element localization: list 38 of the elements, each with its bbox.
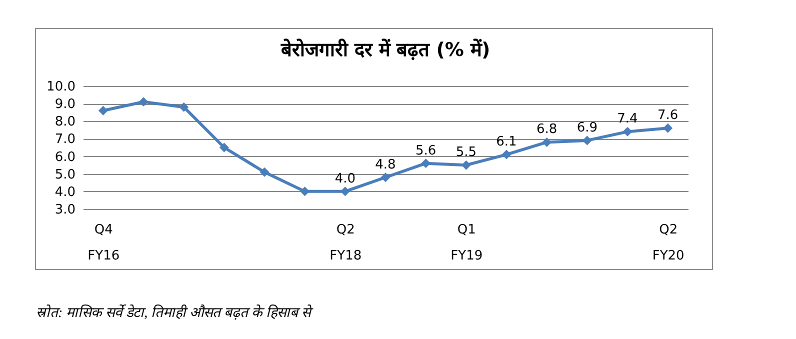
point <box>622 126 632 136</box>
data-label: 6.8 <box>536 122 558 138</box>
x-tick-label: Q2 FY20 <box>652 222 684 264</box>
data-label: 6.9 <box>576 120 598 136</box>
data-label: 4.0 <box>334 171 356 186</box>
data-label: 7.6 <box>657 108 678 124</box>
point <box>502 150 512 160</box>
data-label: 7.4 <box>617 112 638 127</box>
y-tick-label: 4.0 <box>54 184 76 200</box>
point <box>380 172 390 182</box>
point <box>300 186 310 196</box>
point <box>663 123 673 133</box>
point <box>98 106 108 116</box>
point <box>461 160 471 170</box>
y-tick-label: 10.0 <box>46 80 76 94</box>
text: स्रोत: मासिक सर्वे डेटा, तिमाही औसत बढ़त के हिसाब से <box>36 304 311 322</box>
point <box>219 142 229 152</box>
y-tick-label: 3.0 <box>54 202 76 218</box>
point <box>260 167 270 177</box>
point <box>179 102 189 112</box>
data-label: 5.5 <box>456 145 477 160</box>
chart-title: बेरोजगारी दर में बढ़त (% में) <box>280 38 490 61</box>
y-tick-label: 9.0 <box>54 97 76 112</box>
x-tick-label: Q2 FY18 <box>330 222 362 264</box>
data-label: 4.8 <box>375 157 396 172</box>
data-label: 6.1 <box>496 134 517 150</box>
y-tick-label: 5.0 <box>54 167 76 182</box>
x-tick-label: Q1 FY19 <box>450 222 483 264</box>
y-tick-label: 8.0 <box>54 114 76 130</box>
point <box>340 186 350 196</box>
y-tick-label: 6.0 <box>54 150 76 165</box>
point <box>582 136 592 146</box>
x-tick-label: Q4 FY16 <box>88 222 120 264</box>
data-label: 5.6 <box>415 143 436 158</box>
point <box>542 137 552 147</box>
point <box>421 158 431 168</box>
y-tick-label: 7.0 <box>54 132 76 148</box>
point <box>138 97 148 107</box>
